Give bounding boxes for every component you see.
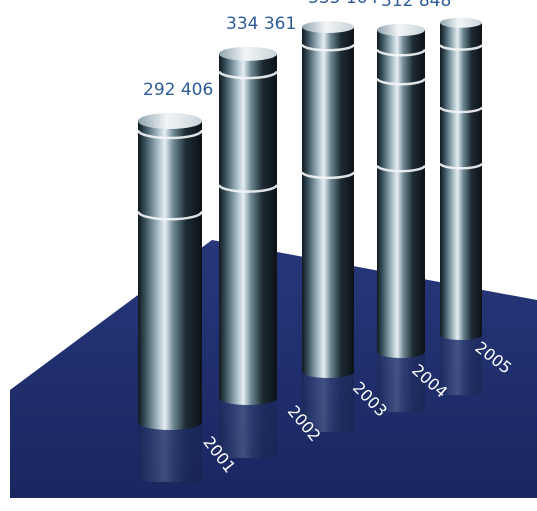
value-label: 303 365 (443, 0, 513, 5)
column-ring (136, 129, 204, 140)
column-2004 (375, 23, 427, 412)
value-labels-layer: 292 406 334 361 335 164312 848303 365 (143, 0, 513, 100)
column-ring (300, 171, 356, 180)
column-2003 (300, 21, 356, 432)
value-label: 335 164 (308, 0, 378, 8)
column-reflection (440, 335, 482, 395)
column-ring (375, 48, 427, 57)
column-2005 (438, 17, 484, 395)
value-label: 312 848 (381, 0, 451, 11)
column-cap (377, 23, 425, 36)
column-body (377, 29, 425, 358)
columns-layer (136, 17, 484, 482)
column-body (219, 53, 277, 405)
column-reflection (302, 372, 354, 432)
column-2001 (136, 113, 204, 482)
column-ring (438, 106, 484, 114)
column-body (302, 27, 354, 378)
column-cap (440, 17, 482, 28)
column-cap (302, 21, 354, 33)
column-ring (438, 162, 484, 170)
column-ring (217, 70, 279, 80)
value-label: 334 361 (226, 14, 296, 34)
column-ring (375, 164, 427, 173)
column-cap (219, 46, 277, 61)
column-2002 (217, 46, 279, 458)
column-reflection (377, 352, 425, 412)
column-reflection (138, 422, 202, 482)
value-label: 292 406 (143, 80, 213, 100)
column-body (138, 121, 202, 430)
column-ring (136, 210, 204, 221)
column-ring (300, 43, 356, 52)
column-ring (438, 44, 484, 51)
column-reflection (219, 398, 277, 458)
column-ring (217, 184, 279, 193)
column-ring (375, 77, 427, 86)
column-body (440, 22, 482, 340)
column-cap (138, 113, 202, 130)
